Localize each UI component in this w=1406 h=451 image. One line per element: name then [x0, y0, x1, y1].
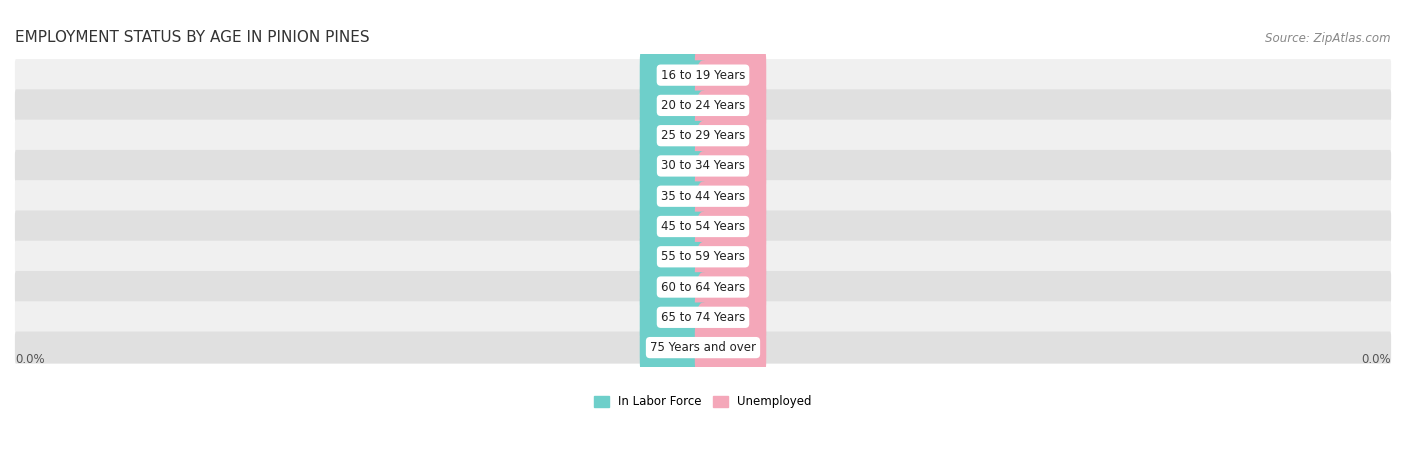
- Text: 0.0%: 0.0%: [1361, 353, 1391, 366]
- FancyBboxPatch shape: [15, 180, 1391, 212]
- FancyBboxPatch shape: [695, 121, 766, 211]
- FancyBboxPatch shape: [695, 181, 766, 272]
- Text: 20 to 24 Years: 20 to 24 Years: [661, 99, 745, 112]
- FancyBboxPatch shape: [695, 303, 766, 393]
- FancyBboxPatch shape: [640, 30, 711, 120]
- Text: 0.0%: 0.0%: [716, 312, 745, 322]
- FancyBboxPatch shape: [695, 151, 766, 241]
- FancyBboxPatch shape: [640, 91, 711, 181]
- Text: 45 to 54 Years: 45 to 54 Years: [661, 220, 745, 233]
- Text: 0.0%: 0.0%: [716, 131, 745, 141]
- Text: 0.0%: 0.0%: [661, 221, 690, 231]
- Text: 75 Years and over: 75 Years and over: [650, 341, 756, 354]
- FancyBboxPatch shape: [695, 212, 766, 302]
- Text: 0.0%: 0.0%: [661, 131, 690, 141]
- Text: 30 to 34 Years: 30 to 34 Years: [661, 160, 745, 172]
- Text: 0.0%: 0.0%: [661, 312, 690, 322]
- Text: 0.0%: 0.0%: [716, 101, 745, 110]
- FancyBboxPatch shape: [695, 91, 766, 181]
- Text: 16 to 19 Years: 16 to 19 Years: [661, 69, 745, 82]
- Text: 35 to 44 Years: 35 to 44 Years: [661, 190, 745, 203]
- FancyBboxPatch shape: [15, 241, 1391, 273]
- Text: 65 to 74 Years: 65 to 74 Years: [661, 311, 745, 324]
- FancyBboxPatch shape: [15, 301, 1391, 333]
- Text: 55 to 59 Years: 55 to 59 Years: [661, 250, 745, 263]
- Text: 0.0%: 0.0%: [716, 221, 745, 231]
- FancyBboxPatch shape: [640, 242, 711, 332]
- FancyBboxPatch shape: [640, 181, 711, 272]
- FancyBboxPatch shape: [695, 242, 766, 332]
- Text: 0.0%: 0.0%: [661, 191, 690, 201]
- FancyBboxPatch shape: [15, 271, 1391, 303]
- Text: 0.0%: 0.0%: [661, 161, 690, 171]
- FancyBboxPatch shape: [15, 59, 1391, 91]
- FancyBboxPatch shape: [640, 212, 711, 302]
- Text: 0.0%: 0.0%: [716, 191, 745, 201]
- Text: 0.0%: 0.0%: [661, 252, 690, 262]
- Text: 0.0%: 0.0%: [716, 70, 745, 80]
- FancyBboxPatch shape: [695, 60, 766, 151]
- Text: 25 to 29 Years: 25 to 29 Years: [661, 129, 745, 142]
- Text: 0.0%: 0.0%: [15, 353, 45, 366]
- Text: 0.0%: 0.0%: [716, 252, 745, 262]
- FancyBboxPatch shape: [695, 272, 766, 363]
- Text: 60 to 64 Years: 60 to 64 Years: [661, 281, 745, 294]
- FancyBboxPatch shape: [15, 120, 1391, 152]
- Text: 0.0%: 0.0%: [716, 343, 745, 353]
- FancyBboxPatch shape: [640, 121, 711, 211]
- FancyBboxPatch shape: [15, 211, 1391, 243]
- Text: 0.0%: 0.0%: [716, 282, 745, 292]
- Text: Source: ZipAtlas.com: Source: ZipAtlas.com: [1265, 32, 1391, 45]
- Legend: In Labor Force, Unemployed: In Labor Force, Unemployed: [595, 396, 811, 408]
- Text: 0.0%: 0.0%: [661, 282, 690, 292]
- FancyBboxPatch shape: [640, 151, 711, 241]
- FancyBboxPatch shape: [15, 150, 1391, 182]
- Text: 0.0%: 0.0%: [661, 70, 690, 80]
- FancyBboxPatch shape: [695, 30, 766, 120]
- Text: EMPLOYMENT STATUS BY AGE IN PINION PINES: EMPLOYMENT STATUS BY AGE IN PINION PINES: [15, 30, 370, 45]
- FancyBboxPatch shape: [640, 272, 711, 363]
- Text: 0.0%: 0.0%: [661, 101, 690, 110]
- FancyBboxPatch shape: [640, 303, 711, 393]
- Text: 0.0%: 0.0%: [716, 161, 745, 171]
- FancyBboxPatch shape: [15, 331, 1391, 364]
- FancyBboxPatch shape: [15, 89, 1391, 121]
- Text: 0.0%: 0.0%: [661, 343, 690, 353]
- FancyBboxPatch shape: [640, 60, 711, 151]
